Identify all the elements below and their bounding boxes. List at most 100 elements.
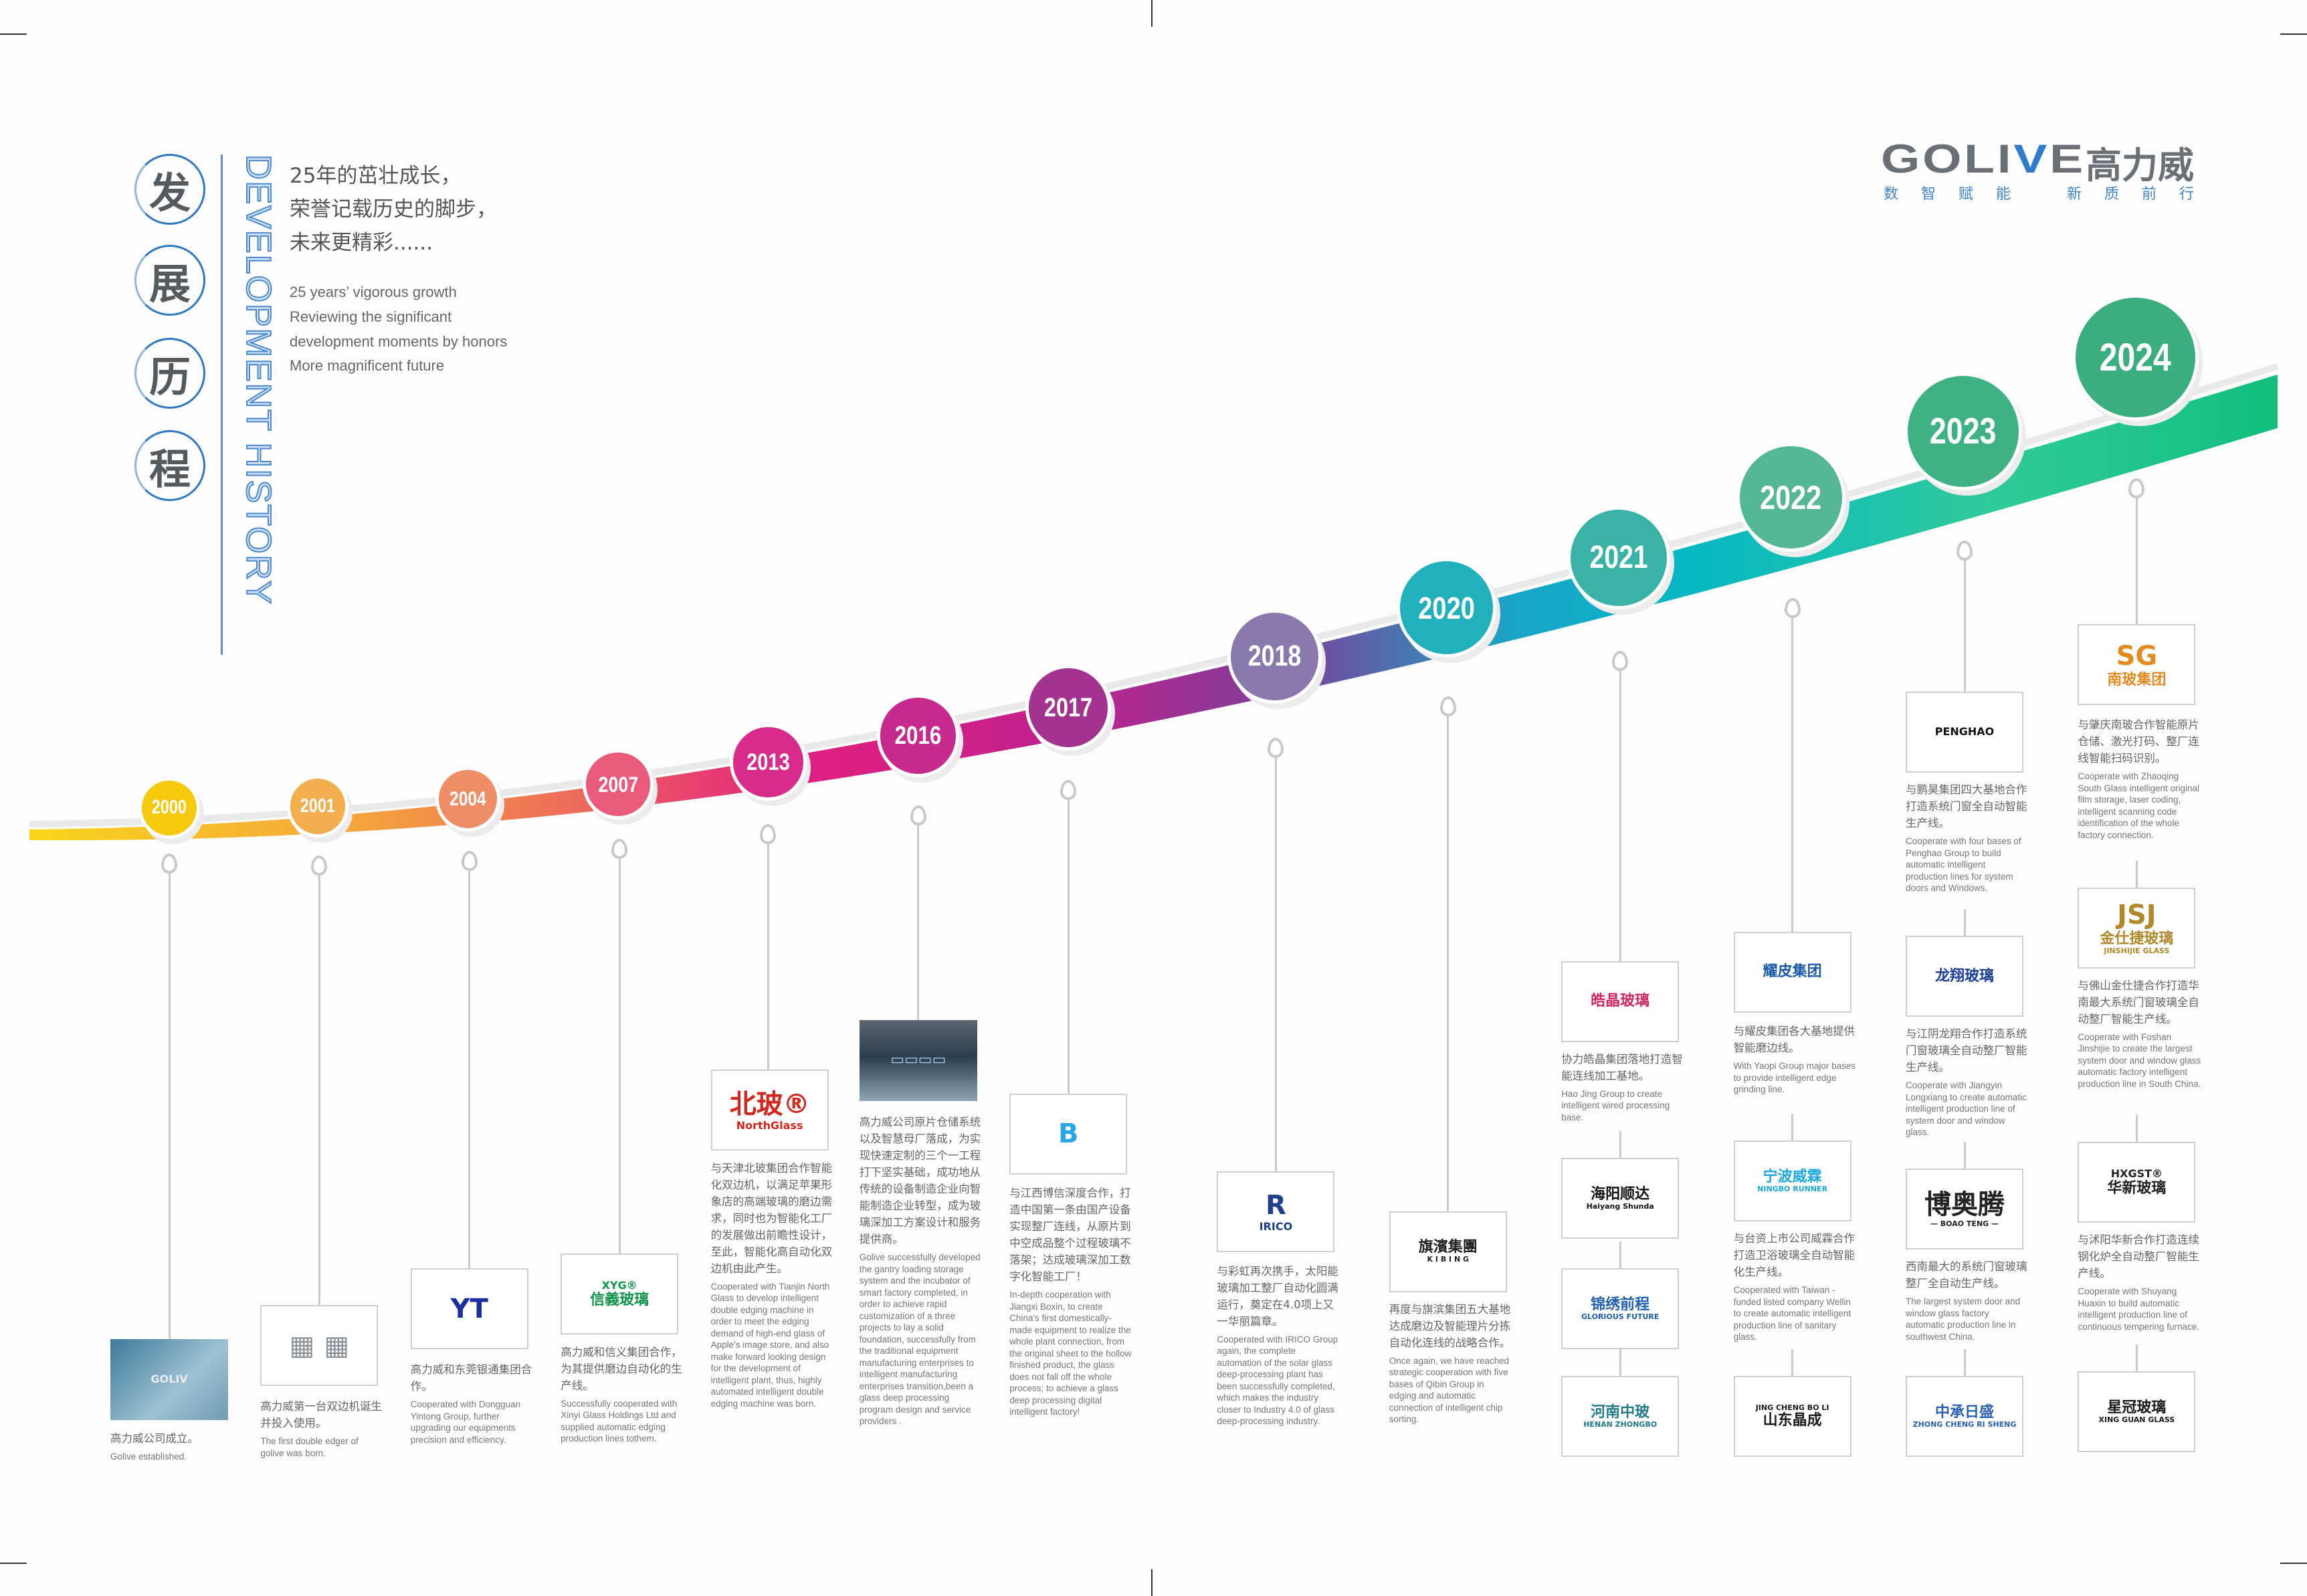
pin-marker-icon: [910, 805, 926, 825]
brand-slogan: 新质前行: [2067, 186, 2217, 203]
partner-logo-card: 中承日盛 ZHONG CHENG RI SHENG: [1906, 1376, 2023, 1457]
milestone-description: 与佛山金仕捷合作打造华南最大系统门窗玻璃全自动整厂智能生产线。 Cooperate…: [2078, 977, 2201, 1090]
logo-text: 锦绣前程: [1591, 1296, 1650, 1313]
pin-marker-icon: [1060, 780, 1077, 801]
partner-logo-card: SG 南玻集团: [2078, 623, 2196, 705]
connector-line: [1963, 557, 1966, 692]
logo-text: — BOAO TENG —: [1930, 1219, 1999, 1228]
divider: [221, 155, 223, 655]
partner-logo-card: 旗濱集團 K I B I N G: [1389, 1211, 1507, 1292]
connector-line: [2135, 860, 2138, 888]
partner-logo-card: 北玻® NorthGlass: [710, 1070, 829, 1151]
connector-line: [917, 821, 920, 1020]
logo-text: 华新玻璃: [2107, 1180, 2167, 1197]
year-badge[interactable]: 2001: [287, 775, 349, 837]
logo-text: 宁波威霖: [1763, 1168, 1822, 1185]
year-badge[interactable]: 2000: [138, 777, 201, 839]
logo-text: 星冠玻璃: [2107, 1399, 2167, 1416]
pin-marker-icon: [461, 851, 478, 871]
logo-text: ▭▭▭▭: [890, 1052, 946, 1069]
description-en: The largest system door and window glass…: [1906, 1296, 2021, 1342]
connector-line: [1274, 754, 1277, 1172]
description-zh: 与天津北玻集团合作智能化双边机，以满足苹果形象店的高端玻璃的磨边需求，同时也为智…: [710, 1161, 833, 1275]
intro-en-line: development moments by honors: [290, 333, 508, 350]
crop-mark: [0, 33, 27, 35]
brand-name-part: E: [2049, 136, 2086, 181]
logo-text: 海阳顺达: [1591, 1185, 1650, 1203]
crop-mark: [1151, 1569, 1152, 1596]
description-zh: 与江阴龙翔合作打造系统门窗玻璃全自动整厂智能生产线。: [1906, 1027, 2027, 1074]
milestone-description: 再度与旗滨集团五大基地达成磨边及智能理片分拣自动化连线的战略合作。 Once ag…: [1389, 1301, 1512, 1425]
year-badge[interactable]: 2021: [1567, 506, 1670, 609]
year-label: 2013: [746, 749, 790, 776]
connector-line: [618, 856, 621, 1254]
logo-text: XING GUAN GLASS: [2098, 1415, 2175, 1425]
description-zh: 与彩虹再次携手，太阳能玻璃加工整厂自动化圆满运行，奠定在4.0项上又一华丽篇章。: [1217, 1264, 1338, 1328]
connector-line: [1067, 797, 1070, 1094]
logo-text: IRICO: [1259, 1220, 1293, 1233]
logo-text: 博奥腾: [1924, 1189, 2005, 1220]
description-zh: 与耀皮集团各大基地提供智能磨边线。: [1733, 1025, 1855, 1054]
milestone-description: 高力威公司原片仓储系统以及智慧母厂落成，为实现快速定制的三个一工程打下坚实基础，…: [860, 1114, 983, 1427]
description-en: Once again, we have reached strategic co…: [1389, 1355, 1510, 1425]
year-label: 2022: [1760, 478, 1822, 517]
description-zh: 协力皓晶集团落地打造智能连线加工基地。: [1561, 1052, 1683, 1082]
partner-logo-card: XYG® 信義玻璃: [561, 1254, 679, 1335]
year-label: 2007: [598, 771, 638, 797]
title-char: 历: [134, 338, 205, 409]
description-en: Golive successfully developed the gantry…: [859, 1252, 981, 1427]
crop-mark: [2280, 33, 2307, 35]
partner-logo-card: 宁波威霖 NINGBO RUNNER: [1733, 1140, 1851, 1221]
logo-text: JING CHENG BO LI: [1755, 1403, 1829, 1412]
year-badge[interactable]: 2020: [1396, 557, 1497, 658]
year-badge[interactable]: 2007: [583, 749, 654, 820]
partner-logo-card: 博奥腾 — BOAO TENG —: [1906, 1168, 2023, 1250]
connector-line: [1791, 1114, 1794, 1140]
logo-text: SG: [2116, 640, 2158, 672]
partner-logo-card: R IRICO: [1217, 1171, 1335, 1253]
description-en: Hao Jing Group to create intelligent wir…: [1561, 1088, 1670, 1122]
connector-line: [168, 870, 171, 1339]
logo-text: 中承日盛: [1934, 1403, 1994, 1421]
milestone-description: 与天津北玻集团合作智能化双边机，以满足苹果形象店的高端玻璃的磨边需求，同时也为智…: [711, 1160, 834, 1410]
year-badge[interactable]: 2022: [1736, 443, 1845, 552]
year-badge[interactable]: 2004: [435, 767, 500, 831]
description-en: In-depth cooperation with Jiangxi Boxin,…: [1009, 1290, 1132, 1417]
year-badge[interactable]: 2018: [1227, 609, 1322, 704]
description-zh: 高力威公司成立。: [110, 1432, 199, 1445]
year-badge[interactable]: 2016: [877, 694, 960, 777]
crop-mark: [2280, 1563, 2307, 1564]
description-zh: 与台资上市公司威霖合作打造卫浴玻璃全自动智能化生产线。: [1733, 1232, 1855, 1279]
partner-logo-card: 海阳顺达 Haiyang Shunda: [1561, 1158, 1680, 1239]
intro-zh-line: 未来更精彩......: [290, 231, 433, 255]
pin-marker-icon: [161, 854, 177, 874]
logo-text: XYG®: [601, 1279, 637, 1292]
year-badge[interactable]: 2013: [730, 724, 807, 801]
connector-line: [318, 872, 320, 1306]
crop-mark: [0, 1563, 27, 1564]
description-zh: 与江西博信深度合作，打造中国第一条由国产设备实现整厂连线，从原片到中空成品整个过…: [1009, 1187, 1131, 1283]
milestone-description: 与沭阳华新合作打造连续钢化炉全自动整厂智能生产线。 Cooperate with …: [2078, 1231, 2201, 1332]
logo-text: 南玻集团: [2107, 671, 2167, 688]
year-label: 2024: [2099, 336, 2171, 380]
description-en: Cooperated with Tianjin North Glass to d…: [710, 1281, 830, 1409]
logo-text: 耀皮集团: [1763, 963, 1822, 981]
pin-marker-icon: [611, 839, 628, 860]
year-badge[interactable]: 2024: [2072, 294, 2199, 421]
connector-line: [1619, 1131, 1621, 1159]
partner-logo-card: ▦ ▦: [260, 1305, 379, 1387]
connector-line: [1619, 1349, 1621, 1376]
description-en: Cooperated with Taiwan - funded listed c…: [1733, 1285, 1851, 1342]
partner-logo-card: ▭▭▭▭: [859, 1019, 977, 1101]
connector-line: [1791, 1349, 1794, 1376]
partner-logo-card: JSJ 金仕捷玻璃 JINSHIJIE GLASS: [2078, 887, 2196, 969]
description-zh: 与沭阳华新合作打造连续钢化炉全自动整厂智能生产线。: [2078, 1233, 2199, 1280]
description-zh: 与肇庆南玻合作智能原片仓储、激光打码、整厂连线智能扫码识别。: [2078, 718, 2199, 765]
partner-logo-card: YT: [410, 1268, 528, 1350]
year-badge[interactable]: 2023: [1904, 372, 2022, 490]
milestone-description: 与耀皮集团各大基地提供智能磨边线。 With Yaopi Group major …: [1734, 1023, 1857, 1096]
logo-text: K I B I N G: [1427, 1255, 1470, 1264]
year-label: 2000: [151, 797, 187, 819]
description-en: Golive established.: [110, 1452, 187, 1462]
year-badge[interactable]: 2017: [1025, 665, 1111, 751]
